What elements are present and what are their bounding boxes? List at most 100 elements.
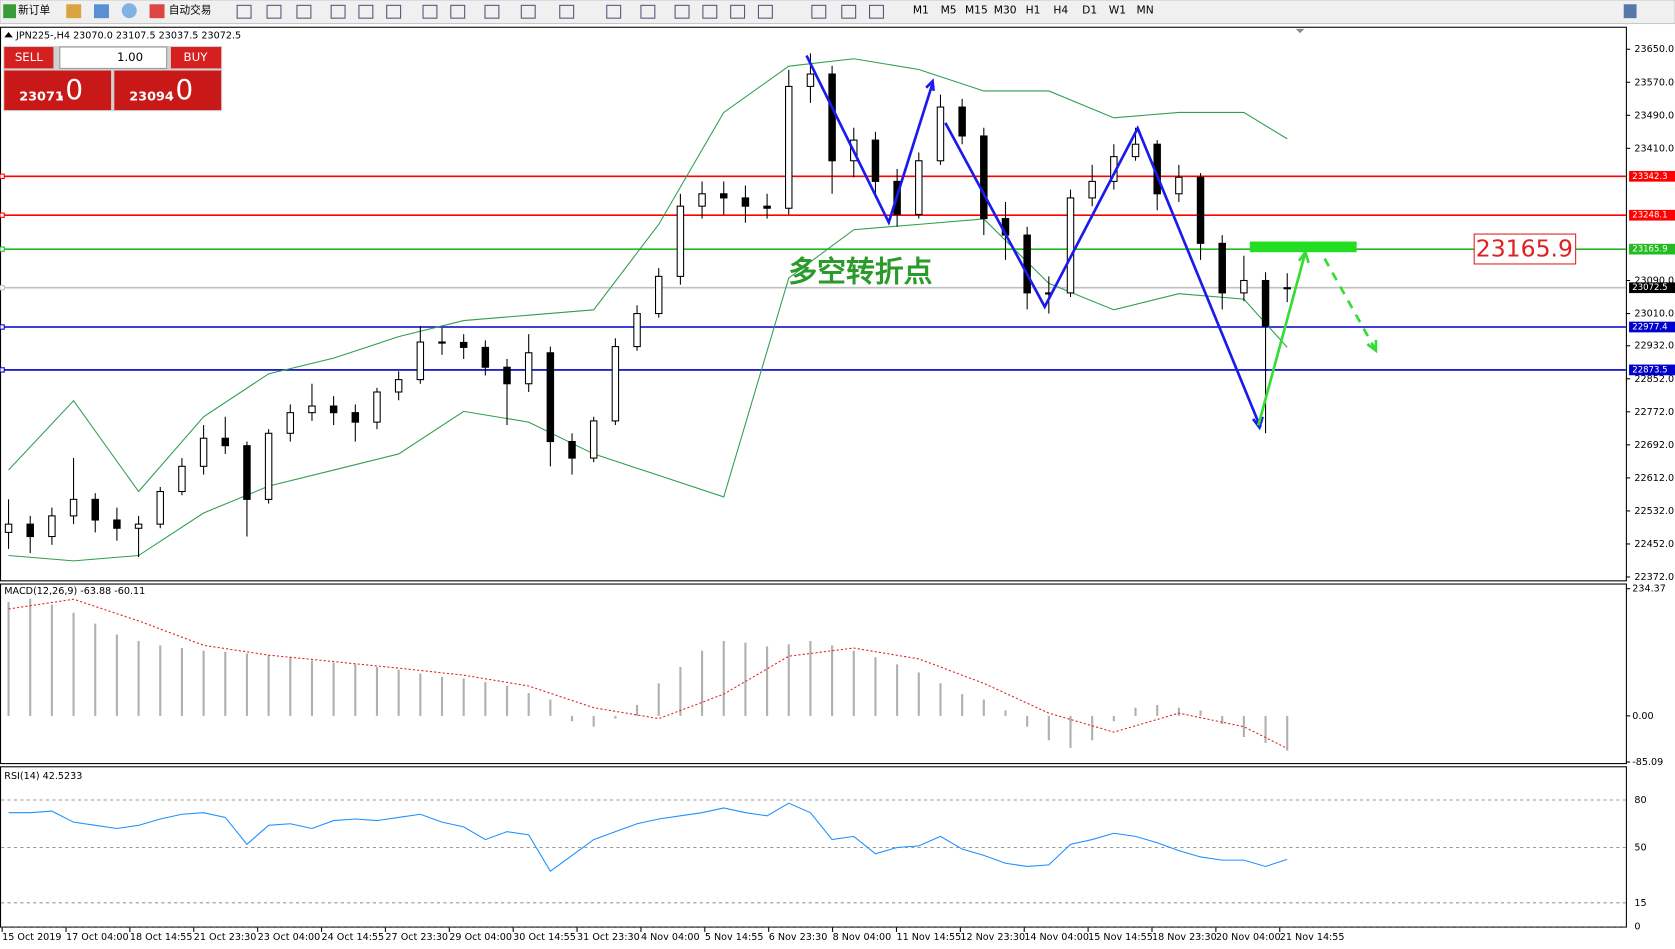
- sell-button[interactable]: [4, 47, 54, 69]
- lot-value[interactable]: 1.00: [117, 50, 143, 64]
- candle-body: [48, 515, 56, 538]
- down-projection: [1323, 257, 1378, 352]
- candle-body: [1240, 279, 1248, 294]
- timeframe-button[interactable]: M15: [965, 4, 988, 17]
- icon[interactable]: [121, 3, 137, 19]
- timeframe-button[interactable]: M30: [994, 4, 1017, 17]
- level-label: 22873.5: [1632, 365, 1667, 375]
- candle-body: [459, 341, 468, 348]
- tool-icon[interactable]: [702, 4, 718, 19]
- level-anchor: [0, 324, 5, 330]
- tool-icon[interactable]: [422, 4, 438, 19]
- level-anchor: [0, 173, 5, 179]
- x-tick-label: 4 Nov 04:00: [641, 932, 700, 943]
- collapse-icon: [4, 32, 13, 38]
- level-label: 23165.9: [1632, 245, 1667, 255]
- candle-body: [1283, 287, 1291, 290]
- macd-label: MACD(12,26,9) -63.88 -60.11: [4, 586, 145, 597]
- icon[interactable]: [149, 4, 165, 19]
- tool-icon[interactable]: [606, 4, 622, 19]
- lot-input[interactable]: [59, 46, 168, 69]
- tool-icon[interactable]: [869, 4, 884, 19]
- candle-body: [980, 135, 988, 220]
- y-tick-label: 23090.0: [1634, 276, 1674, 287]
- y-tick-label: 23650.0: [1634, 44, 1674, 55]
- y-tick-label: 22372.0: [1634, 572, 1674, 583]
- tool-icon[interactable]: [811, 4, 827, 19]
- tool-icon[interactable]: [757, 4, 773, 19]
- y-tick-label: 23010.0: [1634, 309, 1674, 320]
- sell-price-box[interactable]: [4, 70, 112, 111]
- candle-body: [676, 205, 685, 277]
- tool-icon[interactable]: [520, 4, 536, 19]
- y-tick-label: 22852.0: [1634, 374, 1674, 385]
- y-tick-label: 80: [1634, 795, 1646, 806]
- tool-icon[interactable]: [450, 4, 466, 19]
- candle-body: [91, 498, 99, 521]
- tool-icon[interactable]: [236, 4, 252, 19]
- x-tick-label: 15 Oct 2019: [2, 932, 61, 943]
- macd-panel: MACD(12,26,9) -63.88 -60.11 234.37 0.00 -85…: [4, 584, 1666, 768]
- toolbar: 新订单 自动交易 M1 M5 M15 M30 H1 H4 D1 W1 MN: [0, 0, 1675, 25]
- timeframe-button[interactable]: H1: [1026, 4, 1041, 17]
- candle-body: [178, 465, 186, 493]
- tool-icon[interactable]: [266, 4, 282, 19]
- candle-body: [1218, 242, 1226, 294]
- candle-body: [199, 437, 208, 467]
- sell-label[interactable]: SELL: [15, 50, 43, 64]
- candle-body: [915, 160, 923, 215]
- level-anchor: [0, 285, 5, 291]
- zigzag: [805, 54, 934, 226]
- icon[interactable]: [66, 4, 82, 19]
- new-order-button[interactable]: 新订单: [18, 4, 50, 17]
- buy-price-box[interactable]: [114, 70, 222, 111]
- x-tick-label: 14 Nov 04:00: [1024, 932, 1089, 943]
- tool-icon[interactable]: [296, 4, 312, 19]
- tool-icon[interactable]: [484, 4, 500, 19]
- y-tick-label: 22692.0: [1634, 440, 1674, 451]
- buy-button[interactable]: [170, 47, 222, 69]
- candle-body: [546, 352, 555, 443]
- candle-body: [221, 437, 230, 447]
- timeframe-button[interactable]: M1: [913, 4, 929, 17]
- level-tag: [1629, 170, 1675, 182]
- x-tick-label: 8 Nov 04:00: [833, 932, 892, 943]
- y-tick-label: 23410.0: [1634, 143, 1674, 154]
- candle-body: [503, 366, 511, 385]
- timeframe-button[interactable]: MN: [1137, 4, 1154, 17]
- candle-body: [958, 106, 966, 137]
- candle-body: [308, 405, 316, 414]
- x-tick-label: 5 Nov 14:55: [705, 932, 764, 943]
- candle-body: [936, 106, 945, 162]
- icon[interactable]: [94, 4, 109, 19]
- tool-icon[interactable]: [730, 4, 746, 19]
- candle-body: [26, 523, 34, 538]
- timeframe-button[interactable]: M5: [941, 4, 957, 17]
- auto-trading-button[interactable]: 自动交易: [169, 4, 212, 17]
- y-tick-label: 50: [1634, 842, 1646, 853]
- level-tag: [1629, 282, 1675, 294]
- tool-icon[interactable]: [386, 4, 402, 19]
- one-click-trading: SELL 1.00 BUY 23071 .0 23094 .0: [3, 45, 223, 112]
- price-callout-text: 23165.9: [1476, 235, 1573, 263]
- arrow-head: [1251, 416, 1264, 431]
- annotation-text: 多空转折点: [788, 255, 932, 289]
- tool-icon[interactable]: [640, 4, 656, 19]
- level-tag: [1629, 209, 1675, 221]
- timeframe-button[interactable]: H4: [1053, 4, 1068, 17]
- tool-icon[interactable]: [358, 4, 374, 19]
- candle-body: [654, 275, 663, 315]
- tool-icon[interactable]: [841, 4, 857, 19]
- buy-label[interactable]: BUY: [184, 50, 209, 64]
- candle-body: [243, 445, 251, 500]
- y-tick-label: 22452.0: [1634, 539, 1674, 550]
- tool-icon[interactable]: [674, 4, 690, 19]
- timeframe-button[interactable]: W1: [1109, 4, 1126, 17]
- timeframe-button[interactable]: D1: [1082, 4, 1097, 17]
- toolbar-bg: [0, 0, 1675, 25]
- level-label: 22977.4: [1632, 323, 1667, 333]
- search-icon[interactable]: [1623, 4, 1637, 19]
- tool-icon[interactable]: [559, 4, 575, 19]
- tool-icon[interactable]: [330, 4, 346, 19]
